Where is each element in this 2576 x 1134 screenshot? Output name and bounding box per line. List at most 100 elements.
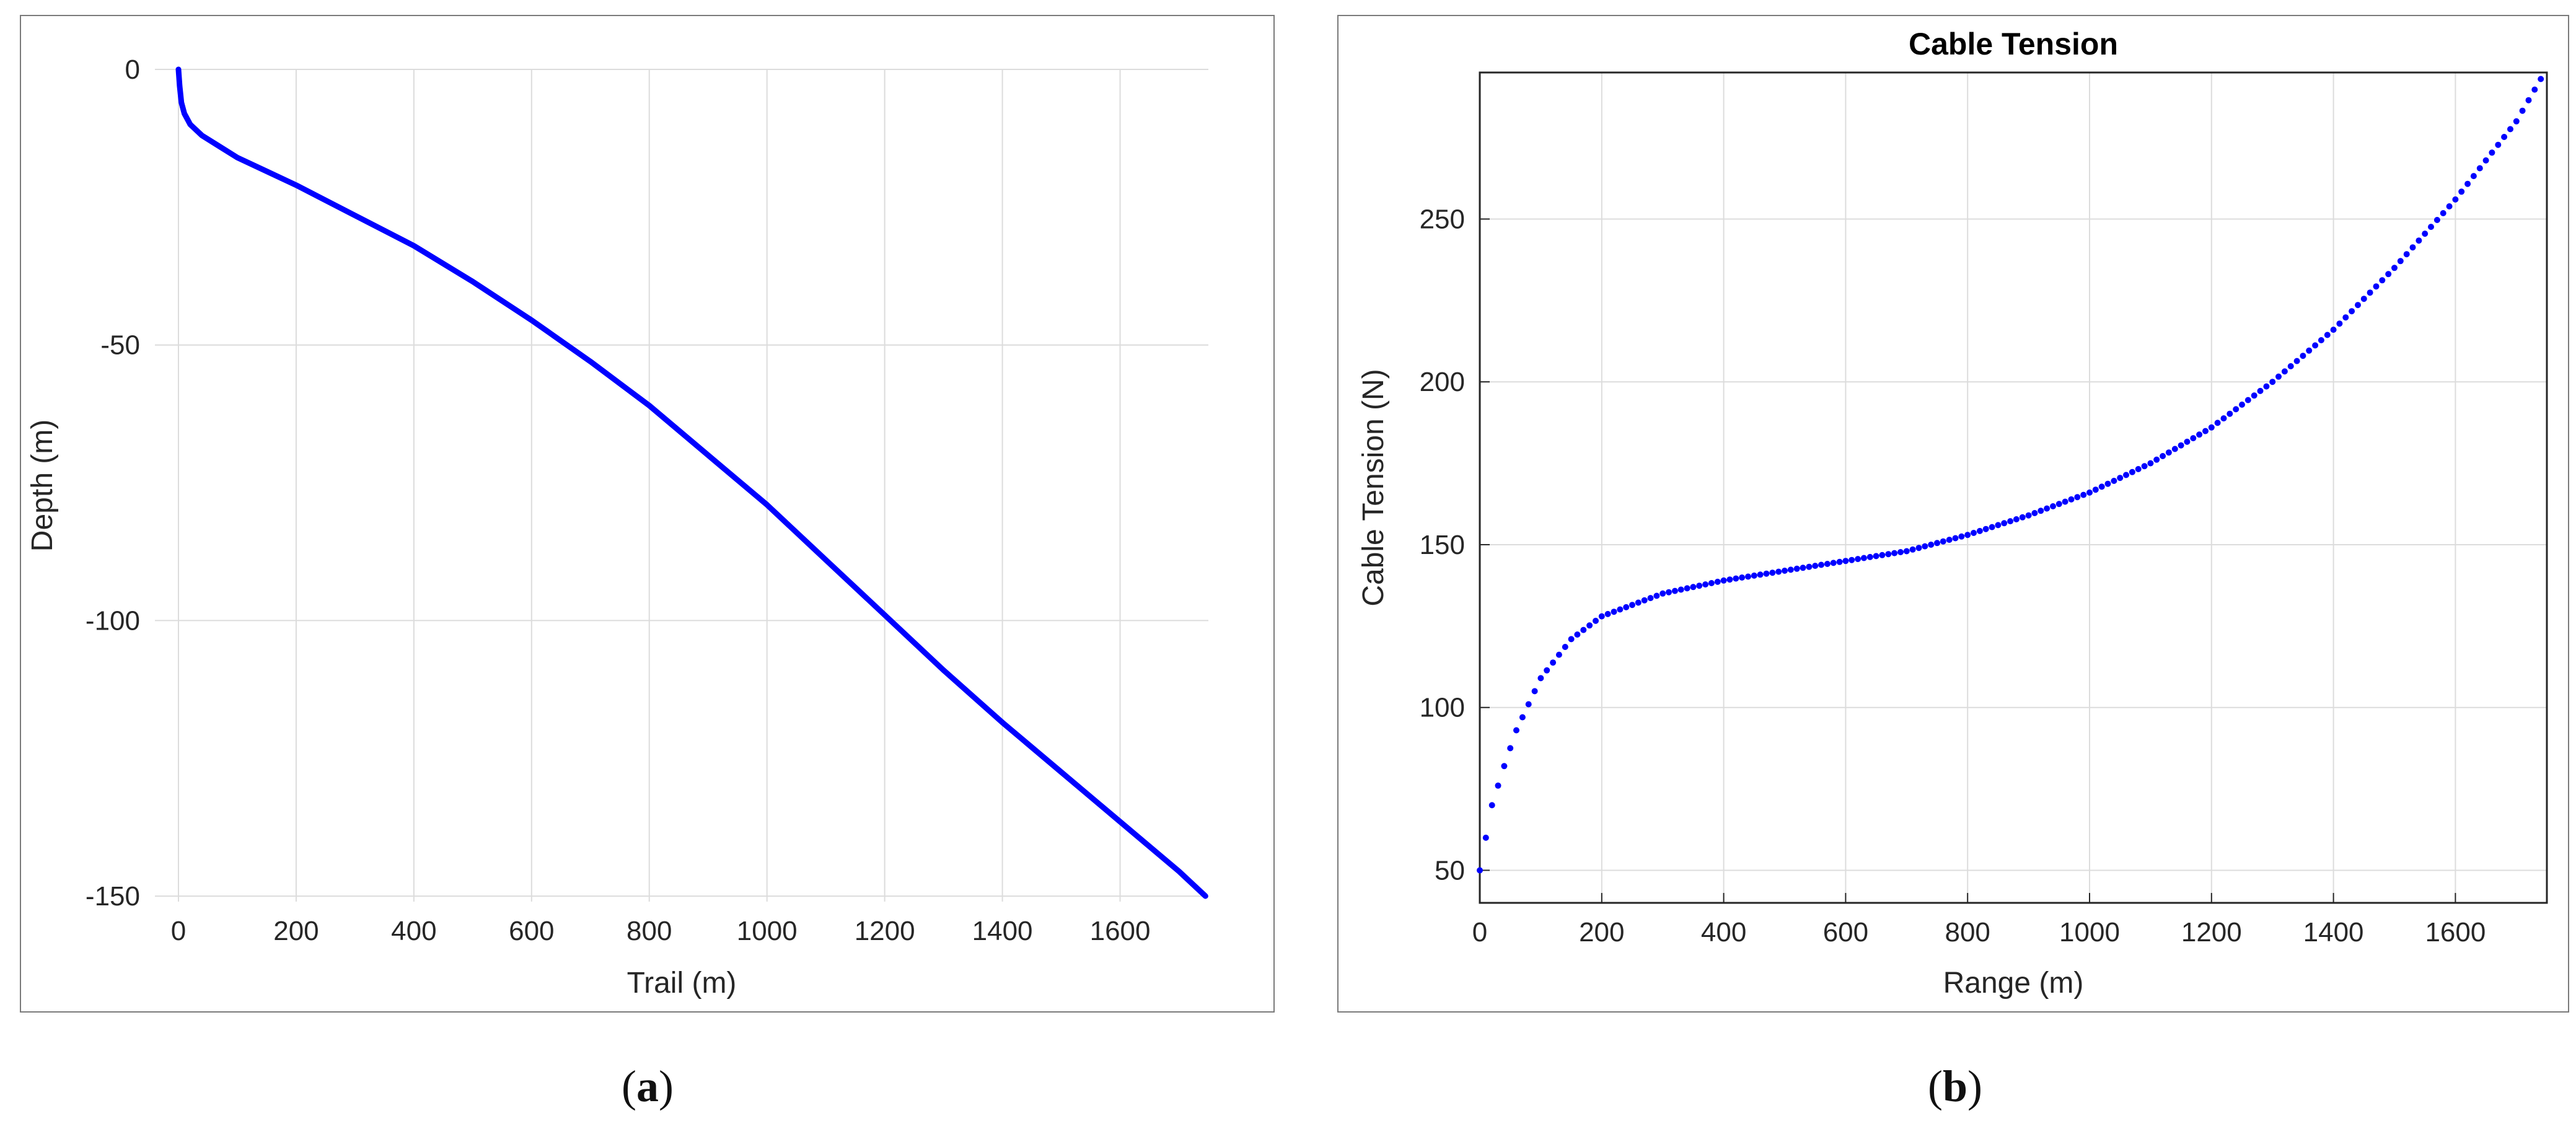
tension-point bbox=[1562, 644, 1568, 650]
depth-profile-line bbox=[175, 66, 1208, 899]
tension-point bbox=[1873, 553, 1879, 560]
tension-point bbox=[1824, 561, 1831, 567]
caption-a: (a) bbox=[622, 1061, 674, 1112]
tension-point bbox=[1580, 626, 1587, 633]
tension-point bbox=[1952, 535, 1959, 542]
tension-point bbox=[2147, 460, 2154, 467]
tension-point bbox=[2458, 188, 2465, 195]
tension-point bbox=[2062, 498, 2068, 505]
x-tick-label: 200 bbox=[273, 916, 319, 946]
tension-point bbox=[1958, 533, 1965, 540]
tension-point bbox=[2403, 251, 2410, 258]
tension-point bbox=[2227, 410, 2233, 417]
plot-box bbox=[1479, 71, 2548, 904]
tension-point bbox=[2098, 483, 2105, 490]
tension-point bbox=[2092, 486, 2099, 493]
tension-point bbox=[1690, 584, 1697, 591]
tension-point bbox=[1897, 549, 1904, 555]
tension-point bbox=[1666, 589, 1672, 596]
tension-point bbox=[2409, 244, 2416, 251]
tension-point bbox=[1708, 580, 1715, 586]
tension-point bbox=[1482, 834, 1489, 841]
tension-point bbox=[1574, 631, 1581, 638]
y-axis-label: Cable Tension (N) bbox=[1357, 369, 1390, 606]
tension-point bbox=[2538, 76, 2544, 82]
tension-point bbox=[1775, 568, 1782, 575]
tension-point bbox=[2287, 363, 2294, 369]
tension-point bbox=[2330, 327, 2337, 333]
y-tick-label: -100 bbox=[86, 605, 140, 636]
tension-point bbox=[2007, 518, 2014, 525]
tension-point bbox=[1866, 553, 1873, 560]
tension-point bbox=[1763, 570, 1770, 577]
tension-point bbox=[2111, 478, 2117, 484]
tension-point bbox=[2373, 283, 2380, 290]
tension-point bbox=[2050, 503, 2056, 509]
tension-point bbox=[1739, 574, 1746, 581]
tension-point bbox=[2214, 420, 2221, 426]
tension-point bbox=[2220, 415, 2227, 422]
tension-point bbox=[2171, 446, 2178, 452]
y-tick-label: 250 bbox=[1420, 204, 1465, 234]
tension-point bbox=[1733, 575, 1739, 582]
caption-b: (b) bbox=[1928, 1061, 1982, 1112]
tension-point bbox=[2336, 320, 2343, 327]
tension-point bbox=[1629, 602, 1635, 609]
tension-point bbox=[1702, 581, 1709, 588]
tension-point bbox=[2501, 134, 2508, 140]
tension-point bbox=[1745, 573, 1751, 580]
x-tick-label: 400 bbox=[1701, 917, 1746, 947]
y-tick-label: 100 bbox=[1420, 693, 1465, 723]
x-axis-label: Trail (m) bbox=[627, 967, 737, 1000]
tension-point bbox=[1909, 546, 1916, 553]
caption-a-open: ( bbox=[622, 1061, 636, 1111]
caption-a-close: ) bbox=[659, 1061, 674, 1111]
tension-point bbox=[1922, 543, 1928, 550]
x-axis-label: Range (m) bbox=[1943, 967, 2084, 1000]
tension-point bbox=[2318, 337, 2324, 343]
tension-point bbox=[1647, 595, 1654, 602]
tension-point bbox=[2025, 512, 2032, 519]
tension-point bbox=[2349, 308, 2355, 315]
tension-point bbox=[1555, 651, 1562, 658]
tension-point bbox=[1830, 560, 1837, 566]
tension-point bbox=[2244, 397, 2251, 403]
tension-point bbox=[1598, 613, 1605, 620]
tension-point bbox=[2141, 463, 2148, 470]
y-tick-label: -150 bbox=[86, 881, 140, 912]
tension-point bbox=[2293, 358, 2300, 364]
tension-point bbox=[2190, 435, 2197, 442]
tension-point bbox=[1568, 636, 1575, 643]
tension-point bbox=[2507, 126, 2513, 133]
tension-point bbox=[2525, 97, 2532, 103]
tension-point bbox=[2422, 231, 2429, 237]
tension-point bbox=[2257, 387, 2264, 394]
tension-point bbox=[1488, 802, 1495, 809]
chart-title: Cable Tension bbox=[1909, 27, 2118, 61]
tension-point bbox=[2416, 237, 2422, 244]
x-tick-label: 1400 bbox=[2303, 917, 2364, 947]
x-tick-label: 0 bbox=[1472, 917, 1487, 947]
tension-point bbox=[1940, 538, 1946, 545]
y-axis-label: Depth (m) bbox=[26, 420, 59, 552]
tension-point bbox=[2160, 453, 2166, 459]
tension-point bbox=[2208, 424, 2215, 431]
tension-point bbox=[2367, 289, 2373, 296]
tension-point bbox=[2263, 383, 2270, 390]
tension-point bbox=[1544, 667, 1550, 674]
tension-point bbox=[2531, 86, 2538, 93]
tension-point bbox=[1586, 622, 1593, 629]
x-tick-label: 200 bbox=[1579, 917, 1624, 947]
tension-point bbox=[1885, 551, 1892, 558]
tension-point bbox=[1982, 525, 1989, 532]
tension-point bbox=[2360, 296, 2367, 302]
tension-point bbox=[1812, 563, 1819, 569]
y-tick-label: 50 bbox=[1435, 855, 1465, 886]
tension-point bbox=[2055, 501, 2062, 508]
tension-point bbox=[1842, 558, 1849, 565]
tension-point bbox=[1714, 578, 1721, 585]
tension-point bbox=[2038, 508, 2044, 514]
tension-point bbox=[1915, 545, 1922, 552]
tension-point bbox=[1677, 586, 1684, 593]
